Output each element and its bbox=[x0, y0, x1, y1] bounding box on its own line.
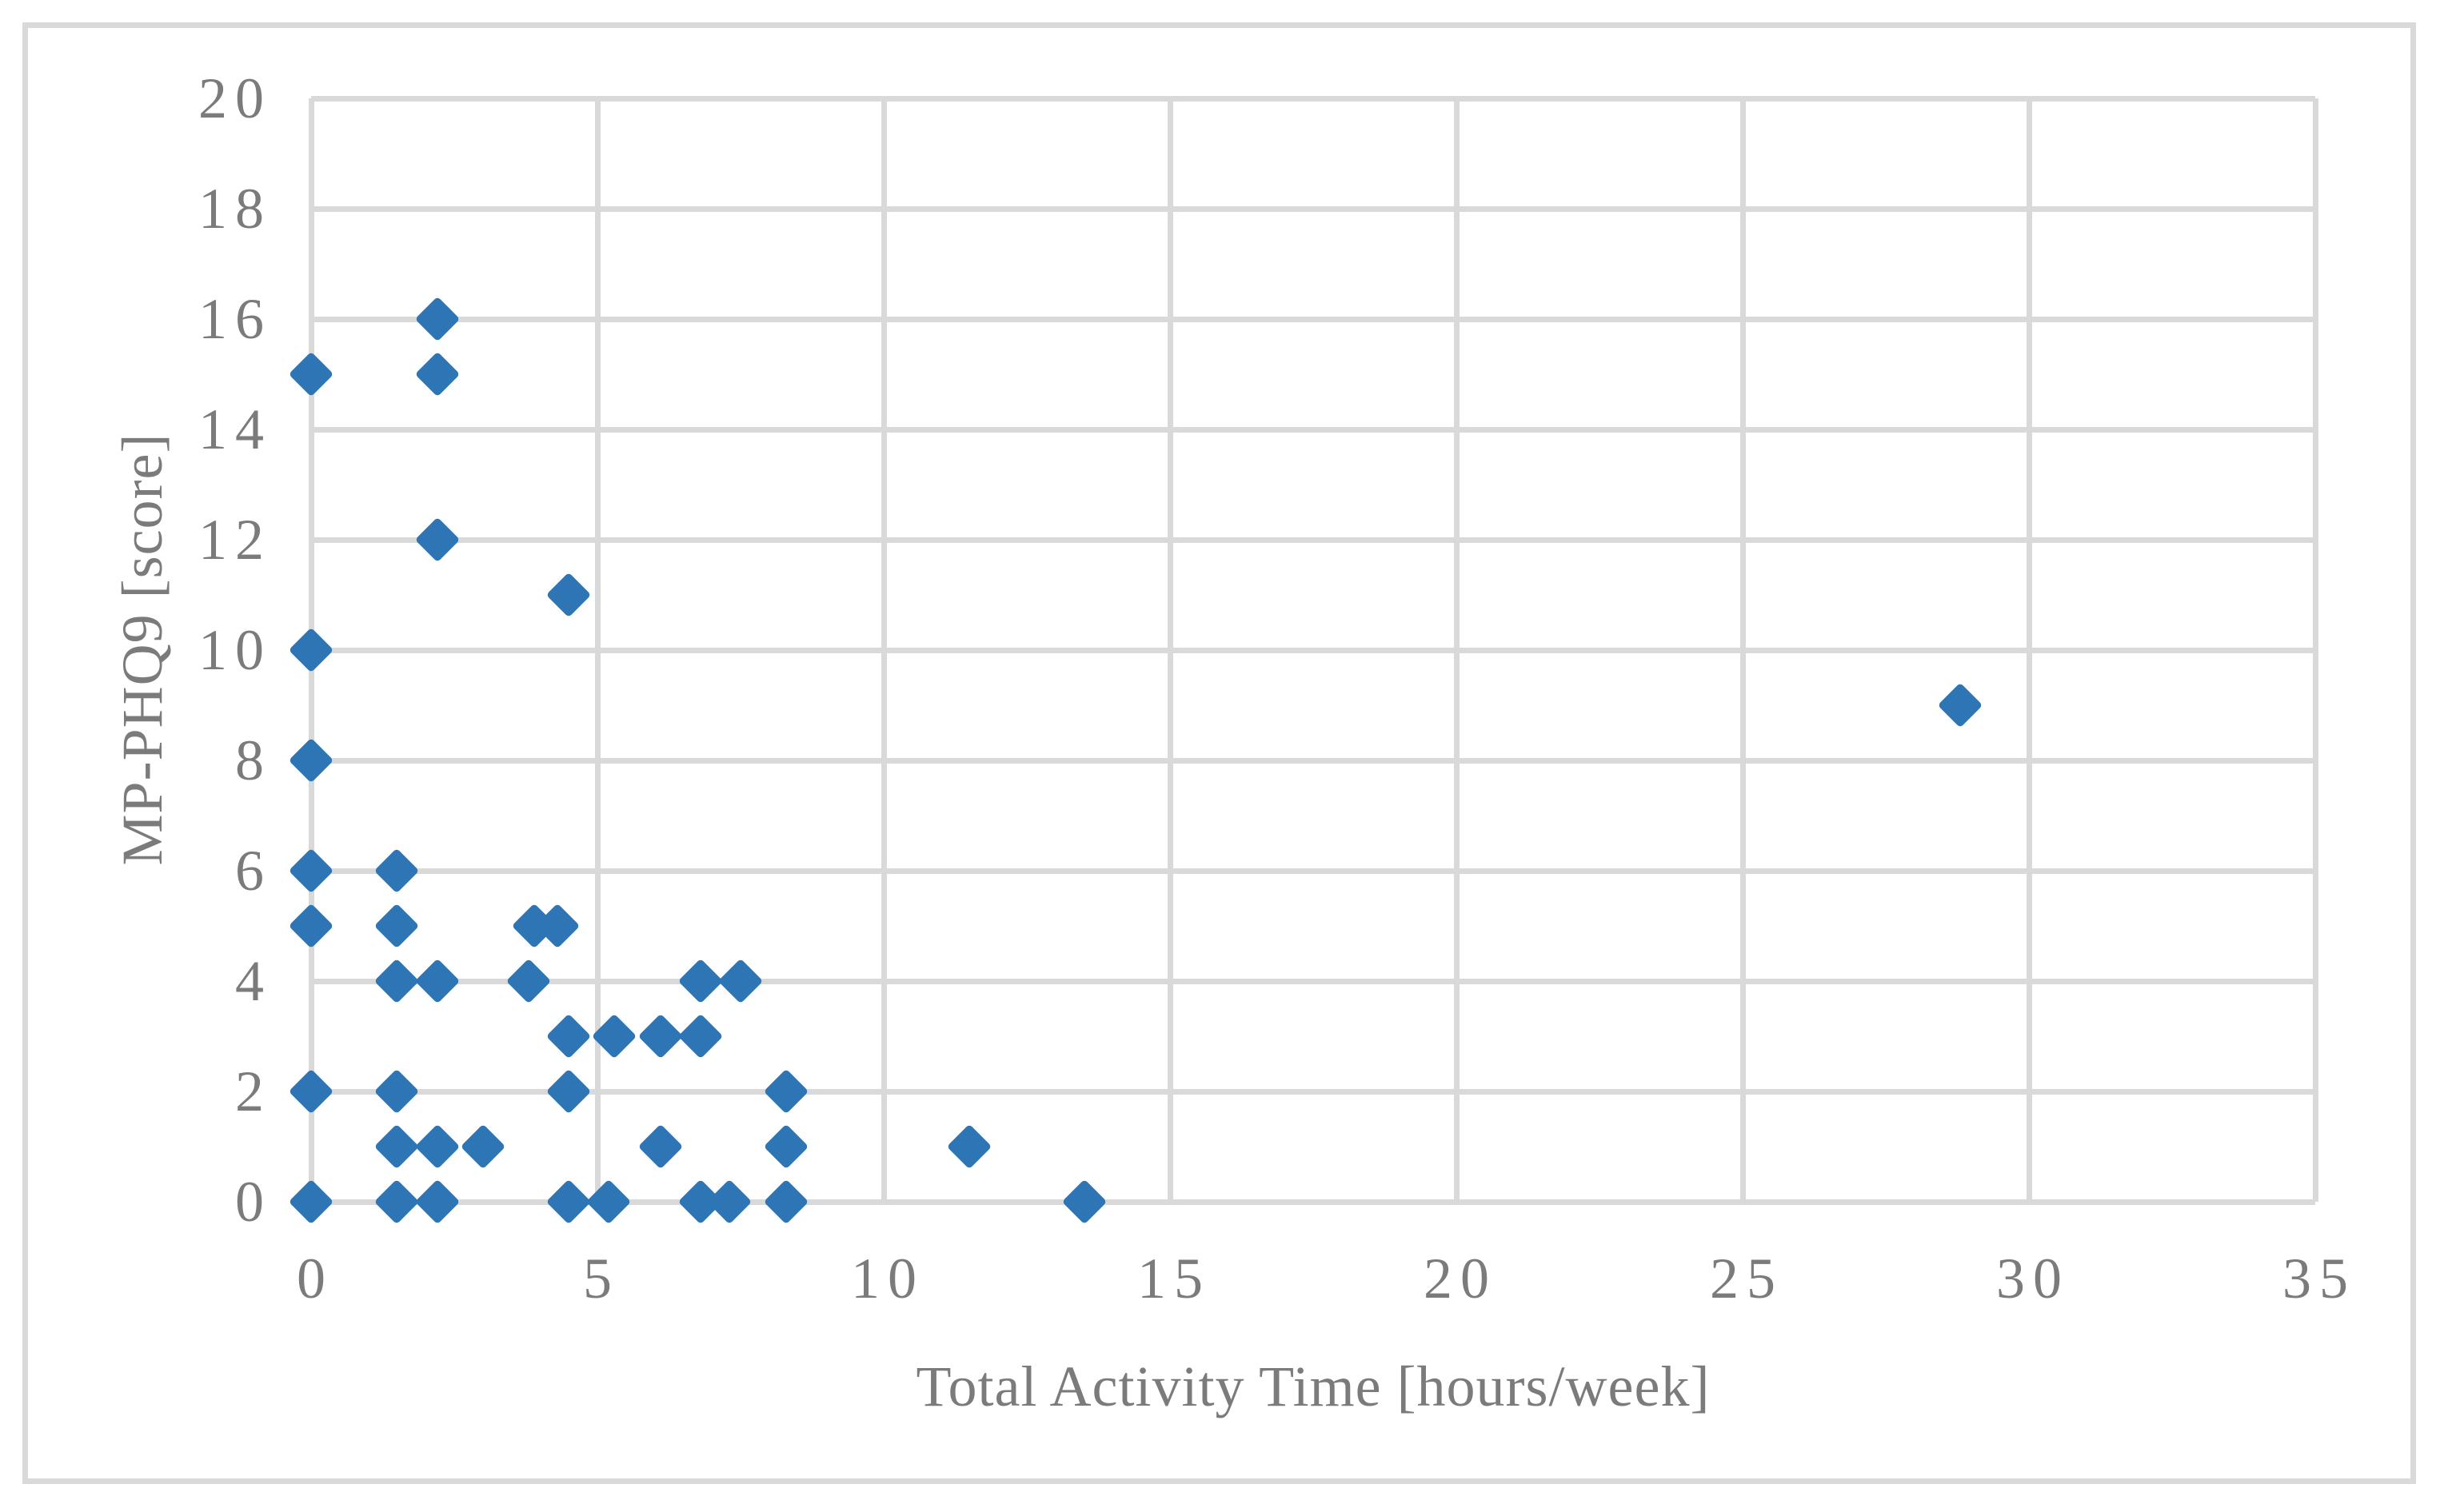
figure-border bbox=[22, 22, 2416, 1484]
data-point-marker bbox=[637, 1013, 684, 1059]
horizontal-gridline bbox=[311, 1199, 2315, 1205]
data-point-marker bbox=[414, 958, 460, 1004]
y-tick-label: 2 bbox=[235, 1059, 272, 1123]
y-tick-label: 16 bbox=[198, 287, 272, 351]
x-axis-title: Total Activity Time [hours/week] bbox=[916, 1354, 1711, 1418]
data-point-marker bbox=[763, 1123, 809, 1170]
x-tick-label: 20 bbox=[1424, 1247, 1497, 1311]
x-tick-label: 5 bbox=[583, 1247, 620, 1311]
data-point-marker bbox=[545, 1013, 592, 1059]
data-point-marker bbox=[505, 958, 552, 1004]
data-point-marker bbox=[374, 958, 420, 1004]
horizontal-gridline bbox=[311, 757, 2315, 764]
data-point-marker bbox=[947, 1123, 992, 1170]
y-tick-label: 20 bbox=[198, 66, 272, 130]
data-point-marker bbox=[414, 296, 460, 342]
y-tick-label: 8 bbox=[235, 728, 272, 792]
y-tick-label: 12 bbox=[198, 508, 272, 572]
x-tick-label: 35 bbox=[2282, 1247, 2356, 1311]
horizontal-gridline bbox=[311, 537, 2315, 543]
horizontal-gridline bbox=[311, 205, 2315, 212]
data-point-marker bbox=[677, 1013, 724, 1059]
data-point-marker bbox=[414, 517, 460, 563]
y-tick-label: 10 bbox=[198, 618, 272, 682]
data-point-marker bbox=[414, 1123, 460, 1170]
data-point-marker bbox=[717, 958, 764, 1004]
data-point-marker bbox=[374, 1068, 420, 1115]
horizontal-gridline bbox=[311, 978, 2315, 984]
horizontal-gridline bbox=[311, 426, 2315, 433]
data-point-marker bbox=[374, 903, 420, 949]
data-point-marker bbox=[637, 1123, 684, 1170]
data-point-marker bbox=[1937, 682, 1983, 728]
y-tick-label: 14 bbox=[198, 397, 272, 461]
plot-area bbox=[288, 95, 2318, 1225]
horizontal-gridline bbox=[311, 316, 2315, 322]
horizontal-gridline bbox=[311, 868, 2315, 874]
x-tick-label: 30 bbox=[1996, 1247, 2070, 1311]
x-tick-label: 25 bbox=[1710, 1247, 1783, 1311]
y-tick-label: 18 bbox=[198, 177, 272, 241]
y-tick-label: 0 bbox=[235, 1170, 272, 1234]
horizontal-gridline bbox=[311, 647, 2315, 653]
data-point-marker bbox=[414, 351, 460, 397]
data-point-marker bbox=[763, 1068, 809, 1115]
x-tick-label: 0 bbox=[297, 1247, 333, 1311]
vertical-gridline bbox=[2312, 98, 2318, 1202]
data-point-marker bbox=[545, 572, 592, 618]
data-point-marker bbox=[460, 1123, 506, 1170]
horizontal-gridline bbox=[311, 1088, 2315, 1095]
data-point-marker bbox=[545, 1068, 592, 1115]
data-point-marker bbox=[374, 1123, 420, 1170]
horizontal-gridline bbox=[311, 95, 2315, 102]
data-point-marker bbox=[677, 958, 724, 1004]
y-tick-label: 4 bbox=[235, 949, 272, 1013]
x-tick-label: 15 bbox=[1137, 1247, 1211, 1311]
y-axis-title: MP-PHQ9 [score] bbox=[110, 433, 174, 866]
y-tick-label: 6 bbox=[235, 839, 272, 903]
data-point-marker bbox=[374, 848, 420, 894]
x-tick-label: 10 bbox=[851, 1247, 924, 1311]
